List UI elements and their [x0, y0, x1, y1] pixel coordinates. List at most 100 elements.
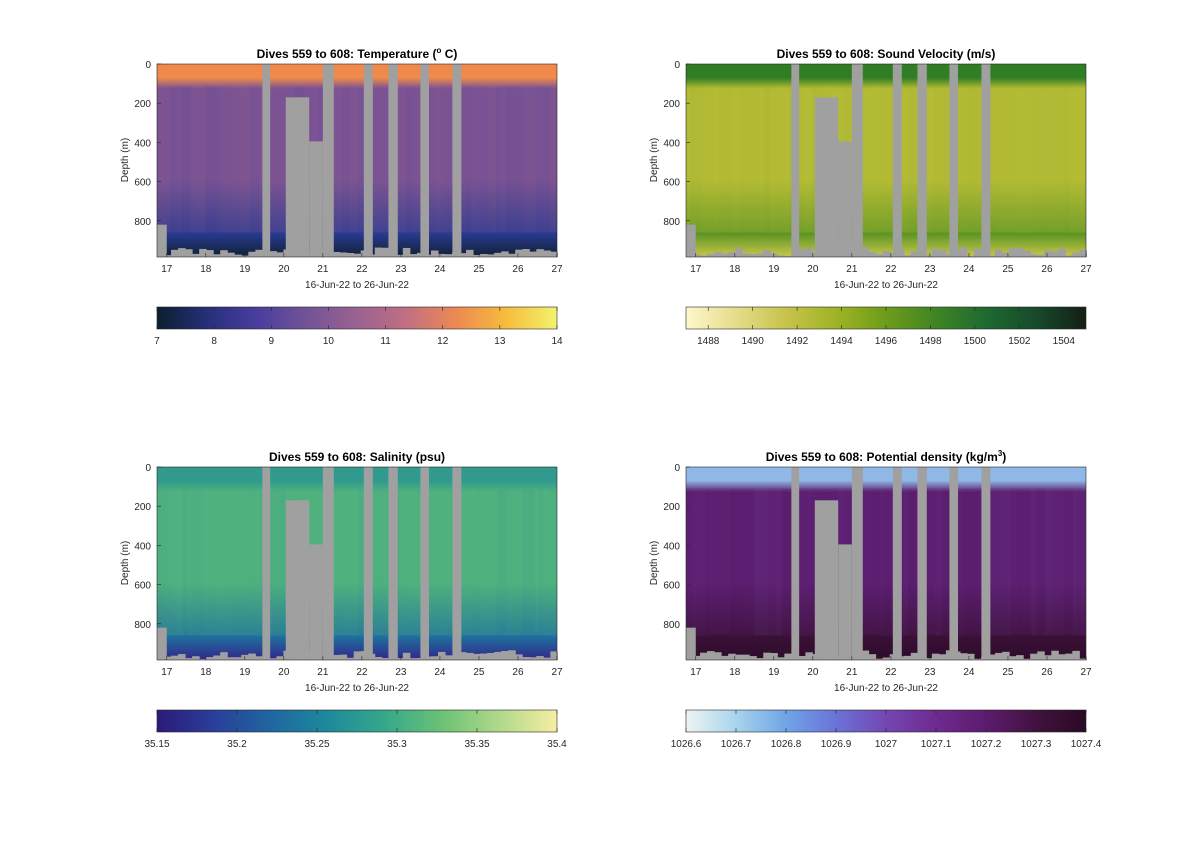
- dive-streak: [512, 488, 522, 636]
- y-tick-label: 600: [663, 581, 680, 592]
- no-data-cell: [395, 254, 404, 257]
- y-tick-label: 200: [134, 502, 151, 513]
- x-tick-label: 25: [473, 667, 485, 678]
- no-data-cell: [861, 247, 870, 257]
- no-data-cell: [1072, 650, 1080, 660]
- no-data-cell: [1009, 247, 1017, 257]
- no-data-gap: [388, 64, 398, 257]
- no-data-cell: [721, 655, 729, 660]
- no-data-cell: [416, 252, 425, 257]
- no-data-cell: [693, 254, 701, 257]
- no-data-cell: [445, 655, 453, 660]
- no-data-cell: [234, 254, 242, 257]
- dive-streak: [939, 85, 948, 233]
- dive-streak: [399, 488, 405, 636]
- dive-streak: [697, 488, 706, 636]
- x-tick-label: 24: [434, 667, 446, 678]
- dive-streak: [492, 488, 497, 636]
- dive-streak: [217, 488, 226, 636]
- x-tick-label: 23: [395, 264, 407, 275]
- no-data-cell: [1044, 655, 1052, 660]
- x-tick-label: 21: [317, 667, 329, 678]
- dive-streak: [1023, 85, 1030, 233]
- x-tick-label: 19: [239, 667, 251, 678]
- no-data-cell: [262, 653, 270, 660]
- no-data-cell: [311, 247, 320, 257]
- dive-streak: [242, 85, 250, 233]
- no-data-cell: [959, 247, 968, 257]
- colorbar-tick-label: 1027.4: [1071, 739, 1102, 750]
- dive-streak: [1049, 85, 1054, 233]
- no-data-cell: [896, 248, 905, 257]
- no-data-cell: [868, 654, 877, 660]
- colorbar-tick-label: 1027.1: [921, 739, 952, 750]
- dive-streak: [497, 488, 506, 636]
- no-data-cell: [833, 656, 842, 660]
- no-data-gap: [420, 467, 429, 660]
- x-tick-label: 26: [512, 264, 524, 275]
- x-tick-label: 18: [200, 264, 212, 275]
- no-data-cell: [367, 653, 376, 660]
- no-data-cell: [164, 255, 172, 257]
- no-data-gap: [285, 500, 310, 660]
- colorbar-tick-label: 1504: [1053, 336, 1076, 347]
- x-tick-label: 26: [1041, 264, 1053, 275]
- no-data-cell: [1037, 651, 1045, 660]
- dive-streak: [459, 85, 467, 233]
- no-data-cell: [297, 248, 306, 257]
- dive-streak: [496, 85, 500, 233]
- colorbar-tick-label: 1490: [742, 336, 765, 347]
- no-data-cell: [840, 249, 849, 257]
- dive-streak: [963, 488, 972, 636]
- no-data-cell: [494, 252, 502, 257]
- no-data-cell: [700, 255, 708, 257]
- no-data-gap: [981, 467, 991, 660]
- no-data-cell: [339, 252, 348, 257]
- no-data-cell: [945, 253, 954, 257]
- x-tick-label: 27: [551, 264, 563, 275]
- dive-streak: [935, 488, 942, 636]
- no-data-cell: [945, 650, 954, 660]
- no-data-cell: [1065, 255, 1073, 257]
- dive-streak: [903, 488, 908, 636]
- x-tick-label: 24: [434, 264, 446, 275]
- y-tick-label: 800: [663, 620, 680, 631]
- dive-streak: [405, 488, 413, 636]
- no-data-cell: [742, 253, 750, 257]
- dive-streak: [1041, 85, 1049, 233]
- no-data-cell: [917, 656, 926, 660]
- y-tick-label: 600: [134, 581, 151, 592]
- no-data-cell: [346, 657, 355, 660]
- dive-streak: [904, 85, 908, 233]
- dive-streak: [718, 85, 723, 233]
- dive-streak: [530, 85, 536, 233]
- no-data-cell: [255, 249, 263, 257]
- dive-streak: [539, 488, 543, 636]
- sound-velocity-title: Dives 559 to 608: Sound Velocity (m/s): [777, 47, 996, 61]
- dive-streak: [350, 488, 358, 636]
- dive-streak: [483, 85, 489, 233]
- dive-streak: [768, 488, 776, 636]
- dive-streak: [163, 85, 170, 233]
- colorbar-tick-label: 35.4: [547, 739, 567, 750]
- dive-streak: [1063, 85, 1069, 233]
- no-data-cell: [332, 251, 341, 257]
- no-data-cell: [325, 251, 334, 257]
- dive-streak: [1063, 488, 1073, 636]
- no-data-cell: [402, 247, 411, 257]
- no-data-cell: [423, 656, 432, 660]
- colorbar-tick-label: 1026.6: [671, 739, 702, 750]
- dive-streak: [976, 488, 986, 636]
- no-data-cell: [735, 654, 743, 660]
- no-data-cell: [742, 654, 750, 660]
- dive-streak: [202, 85, 206, 233]
- no-data-cell: [924, 254, 933, 257]
- no-data-cell: [966, 653, 975, 660]
- no-data-cell: [805, 652, 813, 660]
- dive-streak: [714, 85, 718, 233]
- dive-streak: [1074, 85, 1081, 233]
- dive-streak: [739, 488, 748, 636]
- no-data-cell: [784, 255, 792, 257]
- no-data-cell: [1030, 254, 1038, 257]
- dive-streak: [203, 488, 207, 636]
